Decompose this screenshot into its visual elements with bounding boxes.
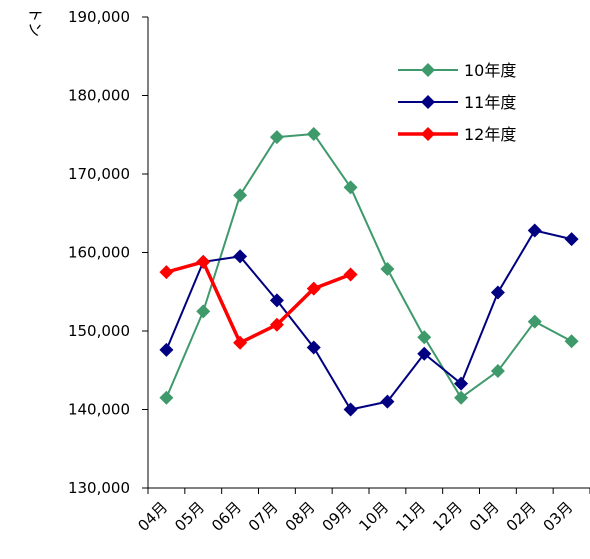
x-tick-label: 11月 [392,498,429,535]
x-tick-label: 03月 [540,498,577,535]
x-tick-label: 07月 [245,498,282,535]
data-point [527,223,542,238]
data-point [490,285,505,300]
data-point [490,364,505,379]
x-tick-label: 09月 [319,498,356,535]
x-tick-label: 06月 [208,498,245,535]
chart-axes [147,17,590,489]
data-point [159,265,174,280]
data-point [454,376,469,391]
data-point [527,314,542,329]
data-point [417,346,432,361]
data-point [343,267,358,282]
y-tick-label: 170,000 [68,165,130,183]
data-point [564,232,579,247]
data-point [306,340,321,355]
data-point [269,293,284,308]
y-axis-ticks: 190,000 180,000 170,000 160,000 150,000 140,0… [68,8,148,497]
series-line [165,132,573,399]
series-3 [159,254,358,350]
chart-series [159,126,579,417]
y-tick-label: 130,000 [68,479,130,497]
data-point [380,394,395,409]
data-point [343,180,358,195]
data-point [233,188,248,203]
chart-legend: 10年度 11年度 12年度 [398,61,516,144]
x-axis-ticks: 04月 05月 06月 07月 08月 09月 10月 11月 12月 01月 02月 03月 [134,488,590,535]
data-point [454,390,469,405]
data-point [159,390,174,405]
y-tick-label: 150,000 [68,322,130,340]
legend-marker [421,127,435,141]
data-point [233,249,248,264]
series-line [165,260,352,345]
data-point [306,126,321,141]
legend-marker [421,63,435,77]
data-point [159,342,174,357]
legend-entry: 10年度 [398,61,516,80]
x-tick-label: 01月 [466,498,503,535]
series-line [165,229,572,411]
x-tick-label: 12月 [429,498,466,535]
x-tick-label: 08月 [282,498,319,535]
data-point [269,317,284,332]
legend-marker [421,95,435,109]
legend-entry: 12年度 [398,125,516,144]
legend-label: 12年度 [464,125,516,144]
data-point [564,334,579,349]
legend-entry: 11年度 [398,93,516,112]
y-axis-title: トン [26,7,44,37]
legend-label: 10年度 [464,61,516,80]
data-point [269,130,284,145]
y-tick-label: 190,000 [68,8,130,26]
y-tick-label: 180,000 [68,87,130,105]
legend-label: 11年度 [464,93,516,112]
data-point [380,261,395,276]
data-point [196,254,211,269]
x-tick-label: 10月 [355,498,392,535]
y-tick-label: 160,000 [68,244,130,262]
x-tick-label: 05月 [171,498,208,535]
data-point [233,335,248,350]
y-tick-label: 140,000 [68,401,130,419]
x-tick-label: 02月 [503,498,540,535]
data-point [417,330,432,345]
data-point [196,304,211,319]
data-point [306,281,321,296]
series-1 [159,126,579,405]
x-tick-label: 04月 [134,498,171,535]
data-point [343,402,358,417]
